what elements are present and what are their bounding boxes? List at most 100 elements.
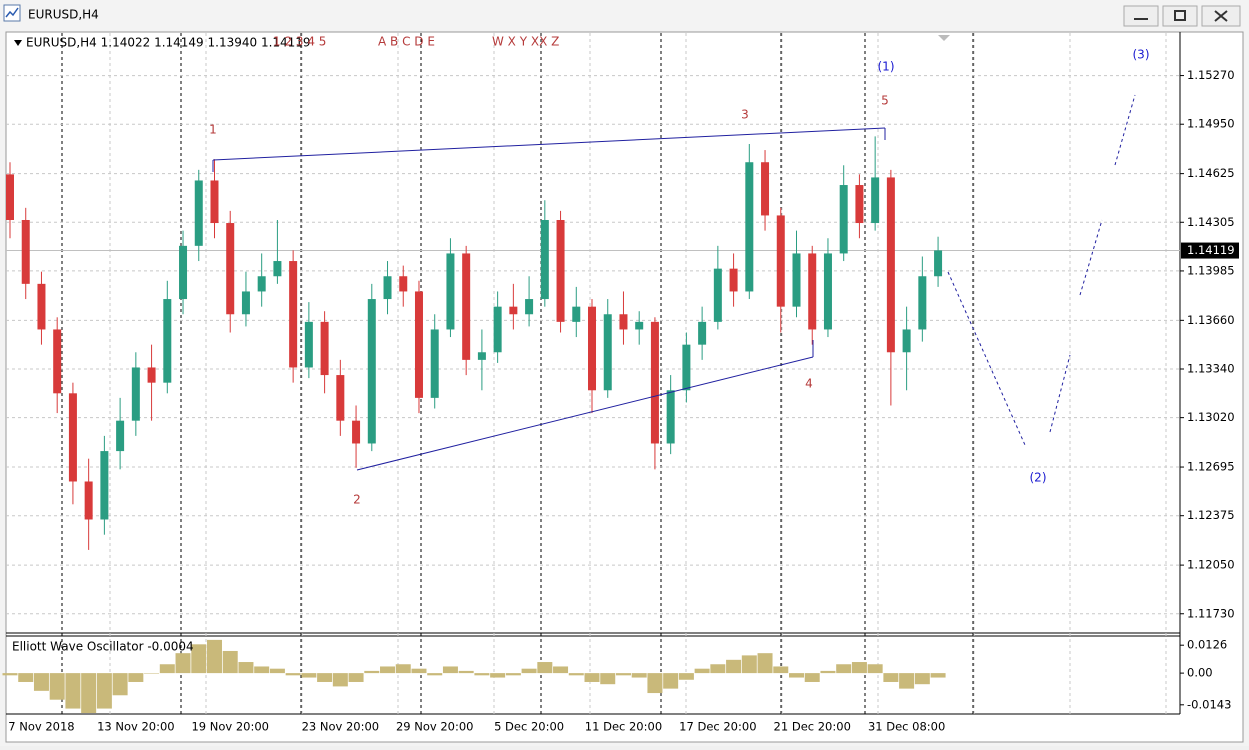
candle-body xyxy=(603,314,612,391)
osc-bar xyxy=(584,673,600,682)
osc-bar xyxy=(490,673,506,678)
candle-body xyxy=(713,268,722,322)
candle-body xyxy=(21,219,30,284)
degree-label: (1) xyxy=(878,60,895,74)
osc-bar xyxy=(144,673,160,674)
candle-body xyxy=(635,321,644,330)
candle-body xyxy=(179,245,188,300)
projection-line xyxy=(1079,219,1103,296)
candle-body xyxy=(477,352,486,360)
candle-body xyxy=(792,253,801,307)
candle-body xyxy=(886,177,895,353)
current-price-label: 1.14119 xyxy=(1187,243,1235,257)
candle-body xyxy=(525,299,534,315)
osc-bar xyxy=(458,670,474,674)
candle-body xyxy=(729,268,738,292)
wave-label: 2 xyxy=(353,493,361,507)
osc-bar xyxy=(18,673,34,682)
osc-bar xyxy=(254,666,270,674)
osc-y-tick-label: 0.0126 xyxy=(1187,638,1227,652)
candle-body xyxy=(855,185,864,224)
osc-bar xyxy=(128,673,144,682)
candle-body xyxy=(682,344,691,391)
candle-body xyxy=(210,180,219,224)
osc-bar xyxy=(364,670,380,674)
candle-body xyxy=(226,223,235,315)
candle-body xyxy=(336,375,345,421)
wave-label: 3 xyxy=(741,108,749,122)
osc-bar xyxy=(206,639,222,674)
candle-body xyxy=(871,177,880,224)
osc-bar xyxy=(930,673,946,678)
y-tick-label: 1.13340 xyxy=(1187,361,1235,375)
osc-bar xyxy=(678,673,694,680)
candle-body xyxy=(289,261,298,368)
osc-bar xyxy=(710,664,726,674)
osc-bar xyxy=(867,664,883,674)
osc-bar xyxy=(411,668,427,674)
candle-body xyxy=(273,261,282,277)
candle-body xyxy=(37,283,46,330)
candle-body xyxy=(84,481,93,520)
degree-label: (2) xyxy=(1030,471,1047,485)
y-tick-label: 1.12050 xyxy=(1187,558,1235,572)
osc-y-tick-label: -0.0143 xyxy=(1187,697,1231,711)
candle-body xyxy=(509,306,518,315)
osc-bar xyxy=(348,673,364,682)
restore-button[interactable] xyxy=(1162,5,1198,27)
osc-bar xyxy=(301,673,317,678)
minimize-button[interactable] xyxy=(1123,5,1159,27)
osc-bar xyxy=(521,668,537,674)
y-tick-label: 1.12695 xyxy=(1187,460,1235,474)
wave-tool[interactable]: W X Y XX Z xyxy=(492,35,559,49)
candle-body xyxy=(462,253,471,360)
window-title: EURUSD,H4 xyxy=(28,8,99,22)
candle-body xyxy=(53,329,62,394)
close-glyph xyxy=(1214,10,1228,22)
x-tick-label: 19 Nov 20:00 xyxy=(191,720,269,734)
candle-body xyxy=(823,253,832,330)
osc-bar xyxy=(427,673,443,676)
osc-bar xyxy=(33,673,49,691)
wave-label: 4 xyxy=(805,377,813,391)
plot xyxy=(2,75,1180,713)
candle-body xyxy=(241,291,250,315)
candle-body xyxy=(430,329,439,398)
y-tick-label: 1.13985 xyxy=(1187,263,1235,277)
osc-bar xyxy=(883,673,899,682)
candle-body xyxy=(761,162,770,216)
osc-bar xyxy=(694,668,710,674)
shift-marker xyxy=(938,35,950,41)
x-tick-label: 5 Dec 20:00 xyxy=(494,720,564,734)
trend-line xyxy=(212,127,886,161)
header-arrow[interactable] xyxy=(14,40,22,46)
chart-header: EURUSD,H4 1.14022 1.14149 1.13940 1.1411… xyxy=(26,36,311,50)
x-tick-label: 21 Dec 20:00 xyxy=(774,720,851,734)
osc-bar xyxy=(757,653,773,674)
candle-body xyxy=(116,420,125,452)
osc-bar xyxy=(631,673,647,678)
candle-body xyxy=(304,321,313,368)
wave-tool[interactable]: 1 2 3 4 5 xyxy=(273,35,326,49)
y-tick-label: 1.15270 xyxy=(1187,68,1235,82)
candle-body xyxy=(588,306,597,391)
x-tick-label: 7 Nov 2018 xyxy=(8,720,74,734)
candle-body xyxy=(399,276,408,292)
osc-bar xyxy=(615,673,631,676)
osc-bar xyxy=(663,673,679,689)
candle-body xyxy=(918,276,927,330)
wave-label: 1 xyxy=(209,123,217,137)
osc-bar xyxy=(175,653,191,674)
x-tick-label: 31 Dec 08:00 xyxy=(868,720,945,734)
wave-tool[interactable]: A B C D E xyxy=(378,35,435,49)
osc-bar xyxy=(726,659,742,674)
osc-bar xyxy=(820,670,836,674)
candle-body xyxy=(572,306,581,322)
osc-bar xyxy=(600,673,616,685)
window-buttons[interactable] xyxy=(1123,5,1241,27)
candle-body xyxy=(414,291,423,398)
y-tick-label: 1.11730 xyxy=(1187,606,1235,620)
candle-body xyxy=(320,321,329,376)
